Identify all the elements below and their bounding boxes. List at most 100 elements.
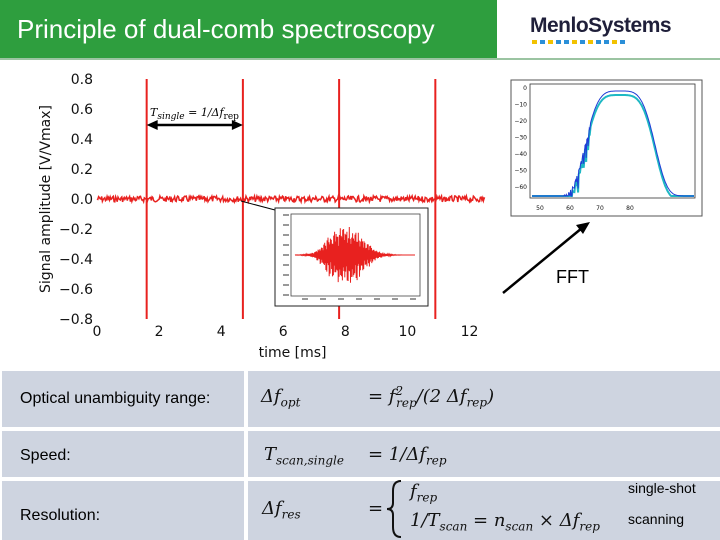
logo-dot (540, 40, 545, 44)
speed-rhs: = 1/Δfrep (368, 444, 447, 468)
fft-arrow-shaft (502, 227, 583, 294)
y-tick-label: 0.6 (71, 102, 93, 118)
inset-xtick (374, 298, 380, 300)
scanning-note: scanning (628, 511, 685, 527)
inset-axes-box (290, 213, 421, 297)
logo-dot (588, 40, 593, 44)
y-tick-label: 0.8 (71, 72, 93, 88)
fft-arrow-head (576, 222, 590, 234)
row1-formula-cell (248, 371, 720, 427)
fft-trace-blue (532, 90, 694, 197)
inset-xtick (392, 298, 398, 300)
resolution-lhs: Δfres (262, 498, 301, 522)
x-tick-label: 4 (217, 324, 226, 340)
chart-annotation: Tsingle = 1/Δfrep (146, 106, 243, 130)
inset-ytick (283, 294, 289, 296)
x-tick-label: 6 (279, 324, 288, 340)
y-tick-label: −0.2 (59, 222, 93, 238)
period-arrow-head-left (146, 120, 158, 130)
inset-chart (240, 200, 429, 307)
page-title: Principle of dual-comb spectroscopy (17, 14, 435, 44)
row3-formula-cell (248, 481, 720, 540)
resolution-case-scan: 1/Tscan = nscan × Δfrep (410, 510, 600, 534)
fft-y-tick: −40 (514, 151, 527, 158)
row2-formula-cell (248, 431, 720, 477)
row3-label-cell (2, 481, 244, 540)
y-tick-label: 0.0 (71, 192, 93, 208)
inset-ytick (283, 234, 289, 236)
period-annotation-sub2: rep (224, 112, 240, 122)
fft-x-tick: 60 (566, 205, 574, 212)
logo-text: MenloSystems (530, 14, 672, 37)
y-tick-label: 0.2 (71, 162, 93, 178)
x-tick-label: 12 (461, 324, 479, 340)
title-divider (0, 58, 720, 60)
title-bar: Principle of dual-comb spectroscopy (0, 0, 497, 58)
menlo-systems-logo: MenloSystems (530, 14, 672, 44)
speed-label: Speed: (20, 447, 71, 464)
x-axis-label: time [ms] (259, 345, 327, 361)
y-axis-label: Signal amplitude [V/Vmax] (38, 105, 54, 293)
fft-y-tick: 0 (523, 85, 527, 92)
x-tick-label: 2 (155, 324, 164, 340)
baseline-trace (96, 193, 486, 205)
unambiguity-lhs: Δfopt (261, 386, 301, 410)
x-tick-label: 0 (93, 324, 102, 340)
period-annotation-mid: = 1/Δf (185, 106, 226, 119)
x-tick-label: 8 (341, 324, 350, 340)
row2-label-cell (2, 431, 244, 477)
inset-xtick (338, 298, 344, 300)
row1-label-cell (2, 371, 244, 427)
logo-dot (556, 40, 561, 44)
y-tick-label: −0.4 (59, 252, 93, 268)
inset-ytick (283, 284, 289, 286)
inset-ytick (283, 244, 289, 246)
fft-x-tick: 80 (626, 205, 634, 212)
fft-spectrum-chart: 0 −10 −20 −30 −40 −50 −60 50 60 70 80 FFT (502, 79, 703, 294)
unambiguity-rhs: = f2rep/(2 Δfrep) (368, 384, 495, 410)
logo-dot (612, 40, 617, 44)
fft-x-tick: 50 (536, 205, 544, 212)
inset-xtick (302, 298, 308, 300)
inset-xtick (356, 298, 362, 300)
fft-y-tick: −50 (514, 168, 527, 175)
inset-ytick (283, 254, 289, 256)
fft-y-tick: −30 (514, 135, 527, 142)
logo-dot (604, 40, 609, 44)
logo-dot (564, 40, 569, 44)
speed-lhs: Tscan,single (264, 444, 344, 468)
resolution-case-single: frep (410, 481, 438, 505)
inset-connector (240, 200, 276, 211)
fft-y-tick: −20 (514, 118, 527, 125)
resolution-brace (386, 480, 402, 538)
inset-ytick (283, 264, 289, 266)
chart-axes: 0.8 0.6 0.4 0.2 0.0 −0.2 −0.4 −0.6 −0.80 2 4 6 8 10 12… (38, 72, 478, 361)
logo-dot (548, 40, 553, 44)
period-arrow-head-right (231, 120, 243, 130)
y-tick-label: −0.8 (59, 312, 93, 328)
fft-x-tick: 70 (596, 205, 604, 212)
inset-xtick (410, 298, 416, 300)
logo-dots (532, 40, 625, 44)
logo-dot (572, 40, 577, 44)
logo-dot (532, 40, 537, 44)
logo-dot (580, 40, 585, 44)
x-tick-label: 10 (398, 324, 416, 340)
inset-trace (294, 226, 415, 283)
y-tick-label: 0.4 (71, 132, 93, 148)
formula-table: Optical unambiguity range: Δfopt = f2rep… (2, 371, 720, 540)
fft-label: FFT (556, 267, 589, 287)
fft-y-tick: −60 (514, 184, 527, 191)
period-annotation-sub: single (157, 112, 184, 122)
inset-ytick (283, 224, 289, 226)
y-tick-label: −0.6 (59, 282, 93, 298)
unambiguity-label: Optical unambiguity range: (20, 390, 211, 407)
period-annotation: Tsingle = 1/Δfrep (150, 106, 239, 122)
inset-ytick (283, 274, 289, 276)
logo-dot (596, 40, 601, 44)
fft-y-tick: −10 (514, 102, 527, 109)
single-shot-note: single-shot (628, 480, 696, 496)
logo-dot (620, 40, 625, 44)
fft-axes-box (529, 83, 696, 199)
